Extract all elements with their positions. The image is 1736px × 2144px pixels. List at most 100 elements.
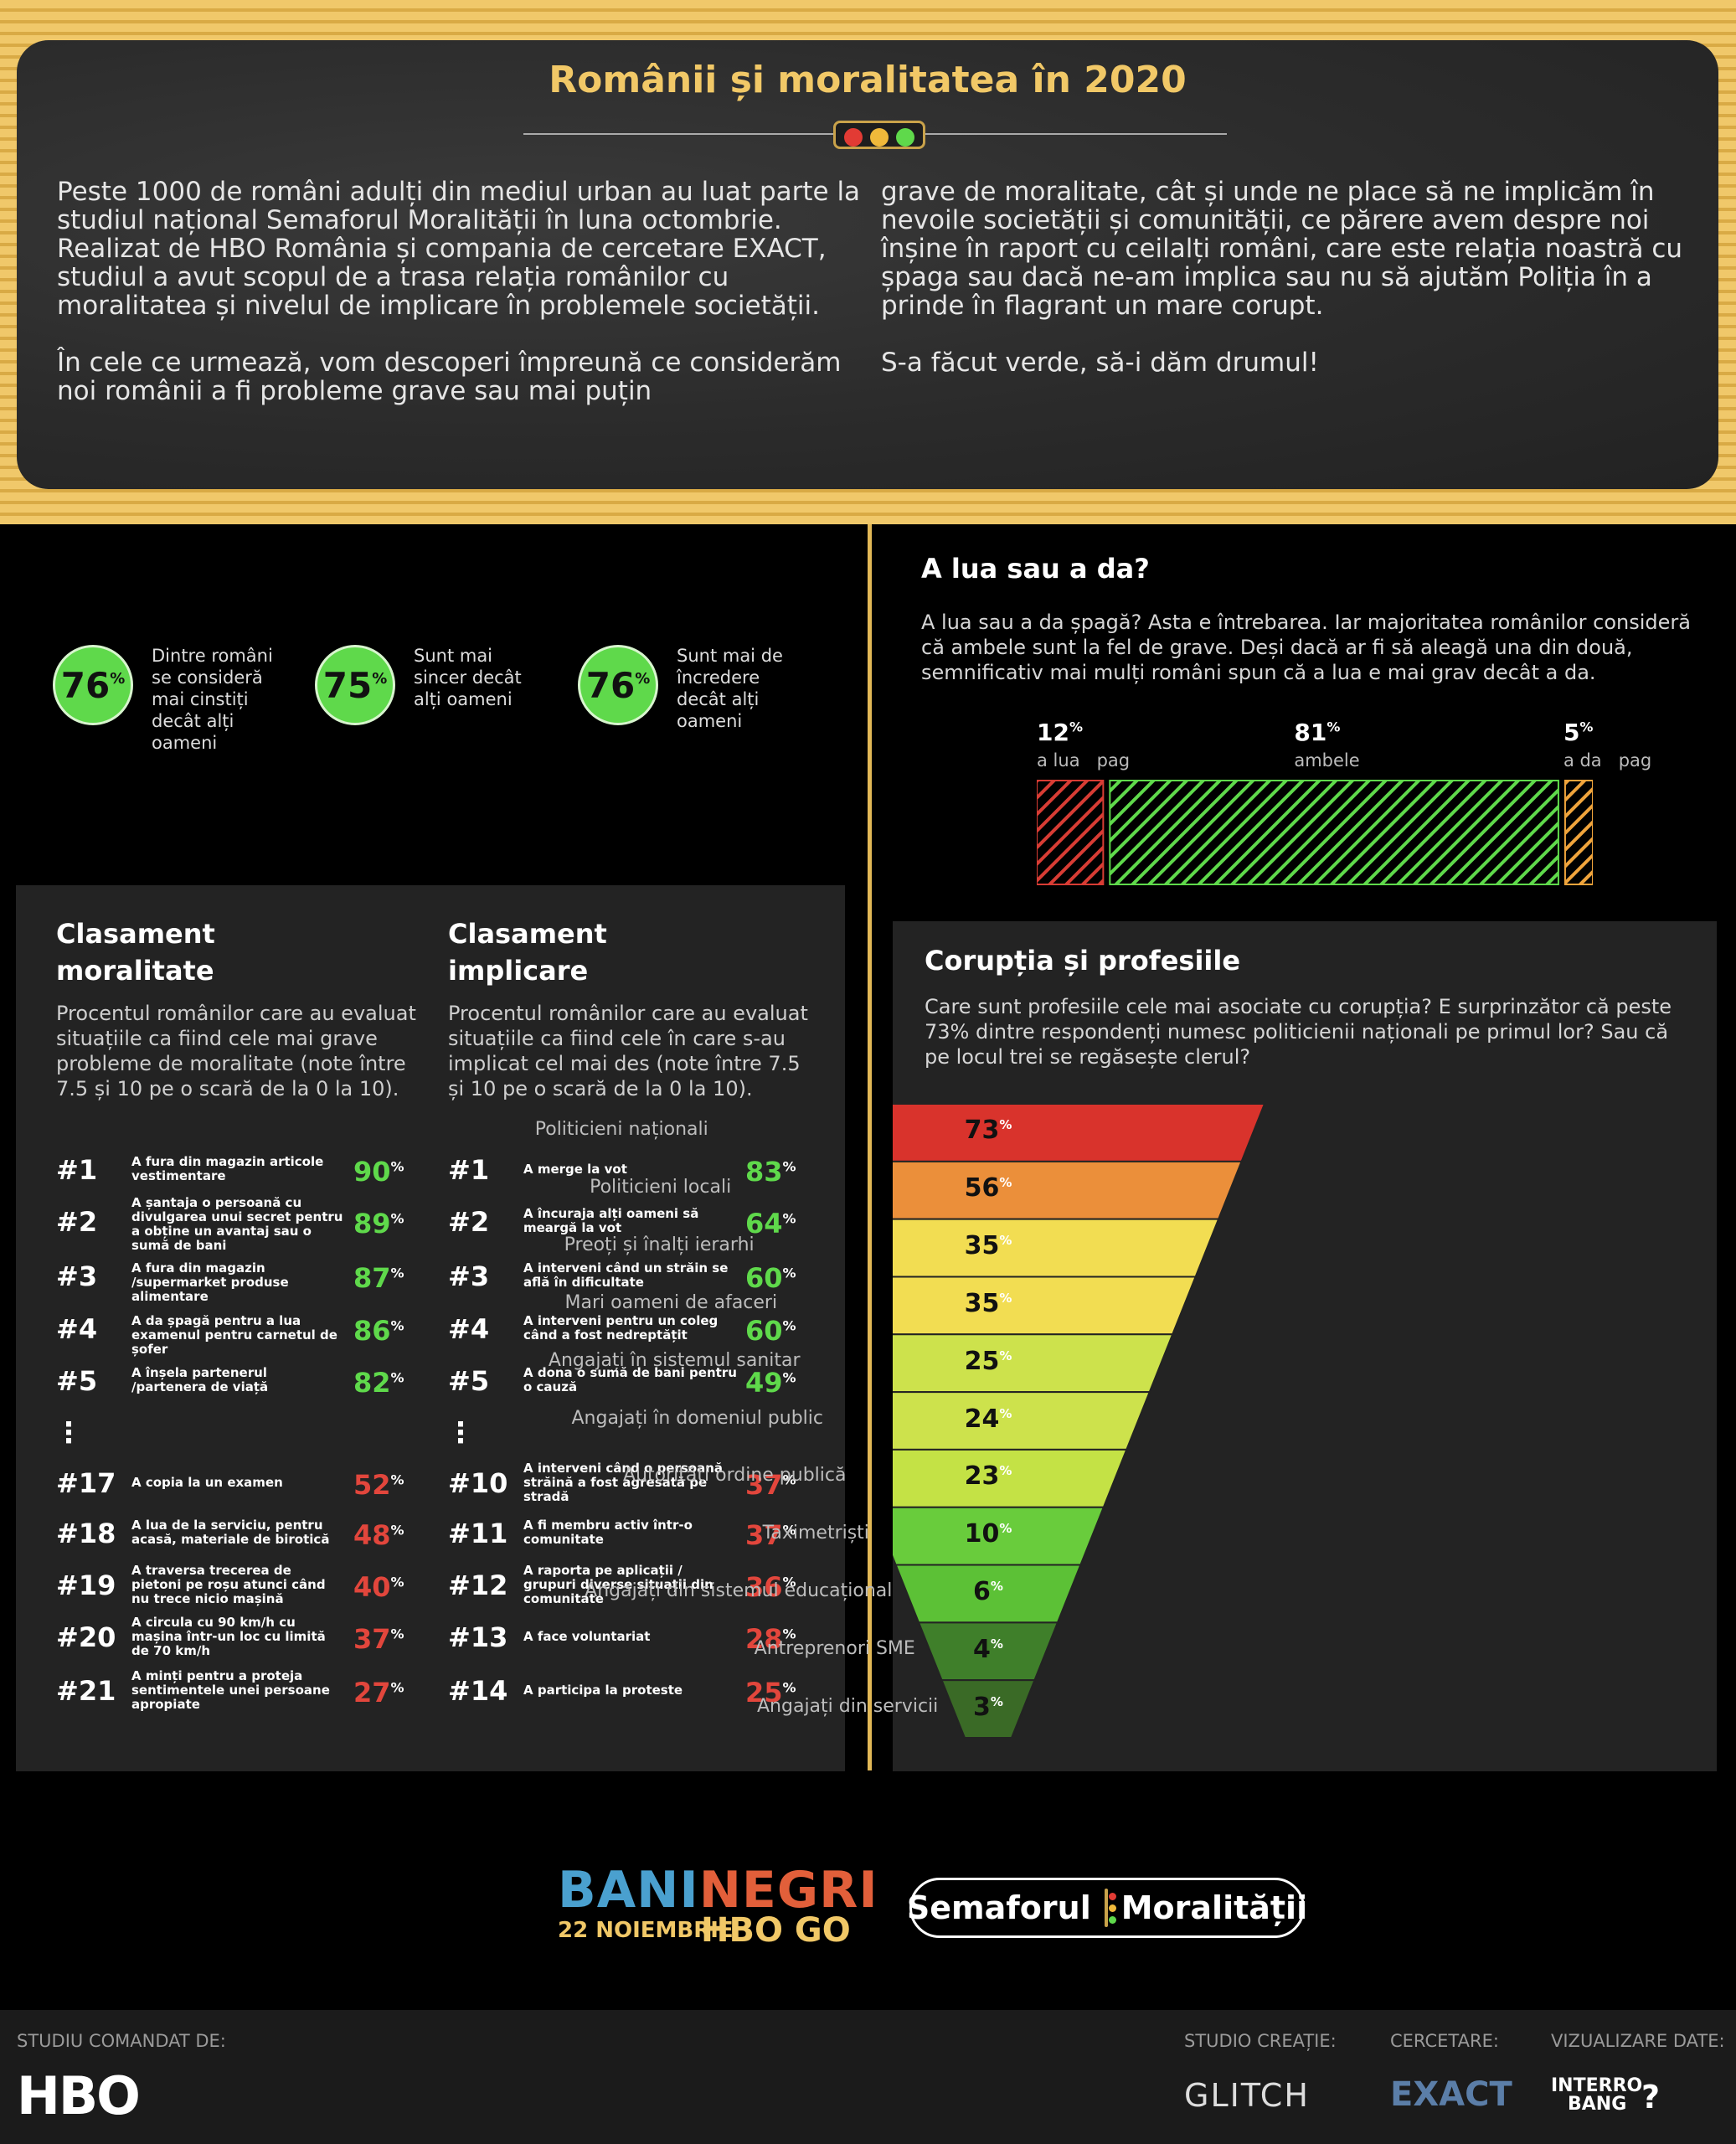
ranking-row: #2 A încuraja alți oameni să meargă la vo… [448,1206,808,1256]
rank-moral-list: #1 A fura din magazin articole vestimenta… [56,885,425,1771]
ranking-row: #21 A minți pentru a proteja sentimentele… [56,1668,416,1725]
funnel-value: 3% [973,1692,1003,1722]
rank-moral-header: Clasament moralitate Procentul românilor… [56,915,425,1101]
rank-moral-title: Clasament [56,918,215,950]
rank-value: 89% [353,1208,404,1240]
rank-number: #20 [56,1621,116,1653]
hbo-logo: HBO [17,2065,141,2126]
rank-implic-description: Procentul românilor care au evaluat situ… [448,1002,808,1100]
funnel-value: 4% [973,1634,1003,1664]
interrobang-icon: ? [1641,2079,1661,2116]
intro-column-1: Peste 1000 de români adulți din mediul u… [57,178,882,434]
rank-text: A încuraja alți oameni să meargă la vot [523,1206,699,1235]
ranking-row: #13 A face voluntariat 28% [448,1621,808,1672]
funnel-value: 73% [964,1116,1012,1146]
semaforul-moralitatii-badge: Semaforul Moralității [907,1878,1308,1938]
rank-number: #21 [56,1675,116,1707]
bribe-label: a lua pag [1037,750,1131,770]
funnel-value: 6% [973,1576,1003,1606]
viz-label: VIZUALIZARE DATE: [1551,2031,1725,2051]
rank-value: 37% [353,1623,404,1655]
ranking-row: #4 A da șpagă pentru a lua examenul pentr… [56,1313,416,1363]
rank-text: A înșela partenerul /partenera de viață [131,1365,269,1394]
interrobang-logo: INTERRO BANG [1551,2075,1643,2115]
badge-text: Moralității [1120,1889,1308,1926]
ranking-row: #4 A interveni pentru un coleg când a fos… [448,1313,808,1363]
ranking-row: #11 A fi membru activ într-o comunitate 37… [448,1518,808,1568]
rank-number: #12 [448,1569,508,1601]
rank-number: #1 [56,1154,98,1186]
ranking-row: #19 A traversa trecerea de pietoni pe roș… [56,1563,416,1620]
rank-value: 87% [353,1262,404,1294]
rank-value: 25% [745,1677,796,1708]
rank-text: A fura din magazin articole vestimentare [131,1154,324,1183]
page-title: Românii și moralitatea în 2020 [549,59,1187,101]
ranking-row: #1 A fura din magazin articole vestimenta… [56,1154,416,1204]
rank-number: #2 [56,1206,98,1238]
rank-number: #5 [56,1365,98,1397]
ranking-row: #1 A merge la vot 83% [448,1154,808,1204]
rank-implic-list: #1 A merge la vot 83% #2 A încuraja alți oam… [448,885,816,1771]
funnel-label: Autorități ordine publică [623,1465,847,1487]
exact-logo: EXACT [1390,2075,1512,2114]
rank-value: 60% [745,1262,796,1294]
funnel-label: Politicieni locali [590,1177,732,1198]
rank-number: #17 [56,1467,116,1499]
funnel-label: Politicieni naționali [534,1119,708,1141]
rank-number: #19 [56,1569,116,1601]
intro-paragraph: S-a făcut verde, să-i dăm drumul! [881,348,1319,378]
rank-text: A fura din magazin /supermarket produse … [131,1260,289,1304]
stat-1: 76% Dintre români se consideră mai cinst… [53,645,273,753]
rank-text: A minți pentru a proteja sentimentele un… [131,1667,330,1712]
rank-text: A interveni pentru un coleg când a fost … [523,1313,719,1343]
rank-value: 27% [353,1677,404,1708]
bribe-label: a da pag [1563,750,1652,770]
footer: STUDIU COMANDAT DE: HBO STUDIO CREAȚIE: … [0,2010,1736,2144]
bar-0 [1037,780,1105,885]
funnel-segment [940,1679,1036,1739]
rank-text: A da șpagă pentru a lua examenul pentru … [131,1313,337,1357]
funnel-value: 35% [964,1288,1012,1318]
rank-number: #10 [448,1467,508,1499]
rank-implic-title: Clasament [448,918,607,950]
research-label: CERCETARE: [1390,2031,1499,2051]
intro-paragraph: Peste 1000 de români adulți din mediul u… [57,177,861,321]
rank-text: A raporta pe aplicații / grupuri diverse… [523,1562,713,1606]
ranking-row: #18 A lua de la serviciu, pentru acasă, m… [56,1518,416,1568]
stat-3: 76% Sunt mai de încredere decât alți oam… [578,645,783,731]
ellipsis-icon: ⋮ [54,1416,83,1450]
ellipsis-icon: ⋮ [446,1416,475,1450]
funnel-label: Taximetriști [762,1523,869,1544]
rank-text: A circula cu 90 km/h cu mașina într-un l… [131,1614,326,1658]
column-divider [868,524,872,1770]
funnel-label: Angajați în sistemul sanitar [548,1349,801,1371]
funnel-value: 25% [964,1346,1012,1376]
ranking-row: #17 A copia la un examen 52% [56,1467,416,1518]
ranking-row: #12 A raporta pe aplicații / grupuri dive… [448,1563,808,1620]
rank-implic-header: Clasament implicare Procentul românilor … [448,915,816,1101]
rank-value: 37% [745,1519,796,1551]
rank-number: #14 [448,1675,508,1707]
stat-text: Dintre români se consideră mai cinstiți … [152,646,273,753]
rank-number: #11 [448,1518,508,1549]
rank-number: #5 [448,1365,490,1397]
bani-negri-logo: BANINEGRI [558,1861,878,1920]
rank-number: #1 [448,1154,490,1186]
corruption-panel: Corupția și profesiile Care sunt profesi… [535,921,1717,1771]
intro-paragraph: În cele ce urmează, vom descoperi împreu… [57,348,842,406]
rank-number: #3 [56,1260,98,1292]
rank-text: A interveni când un străin se află în di… [523,1260,729,1290]
funnel-label: Angajați din sistemul educațional [585,1580,893,1601]
stat-2: 75% Sunt mai sincer decât alți oameni [315,645,522,725]
ranking-row: #2 A șantaja o persoană cu divulgarea unu… [56,1196,416,1256]
rank-value: 60% [745,1315,796,1347]
rank-text: A lua de la serviciu, pentru acasă, mate… [131,1518,330,1547]
rank-number: #18 [56,1518,116,1549]
rank-value: 28% [745,1623,796,1655]
funnel-label: Antreprenori SME [754,1637,915,1659]
rank-value: 90% [353,1156,404,1188]
rank-value: 48% [353,1519,404,1551]
rank-value: 64% [745,1208,796,1240]
glitch-logo: GLITCH [1184,2077,1310,2114]
bribe-value: 12% [1037,719,1083,746]
